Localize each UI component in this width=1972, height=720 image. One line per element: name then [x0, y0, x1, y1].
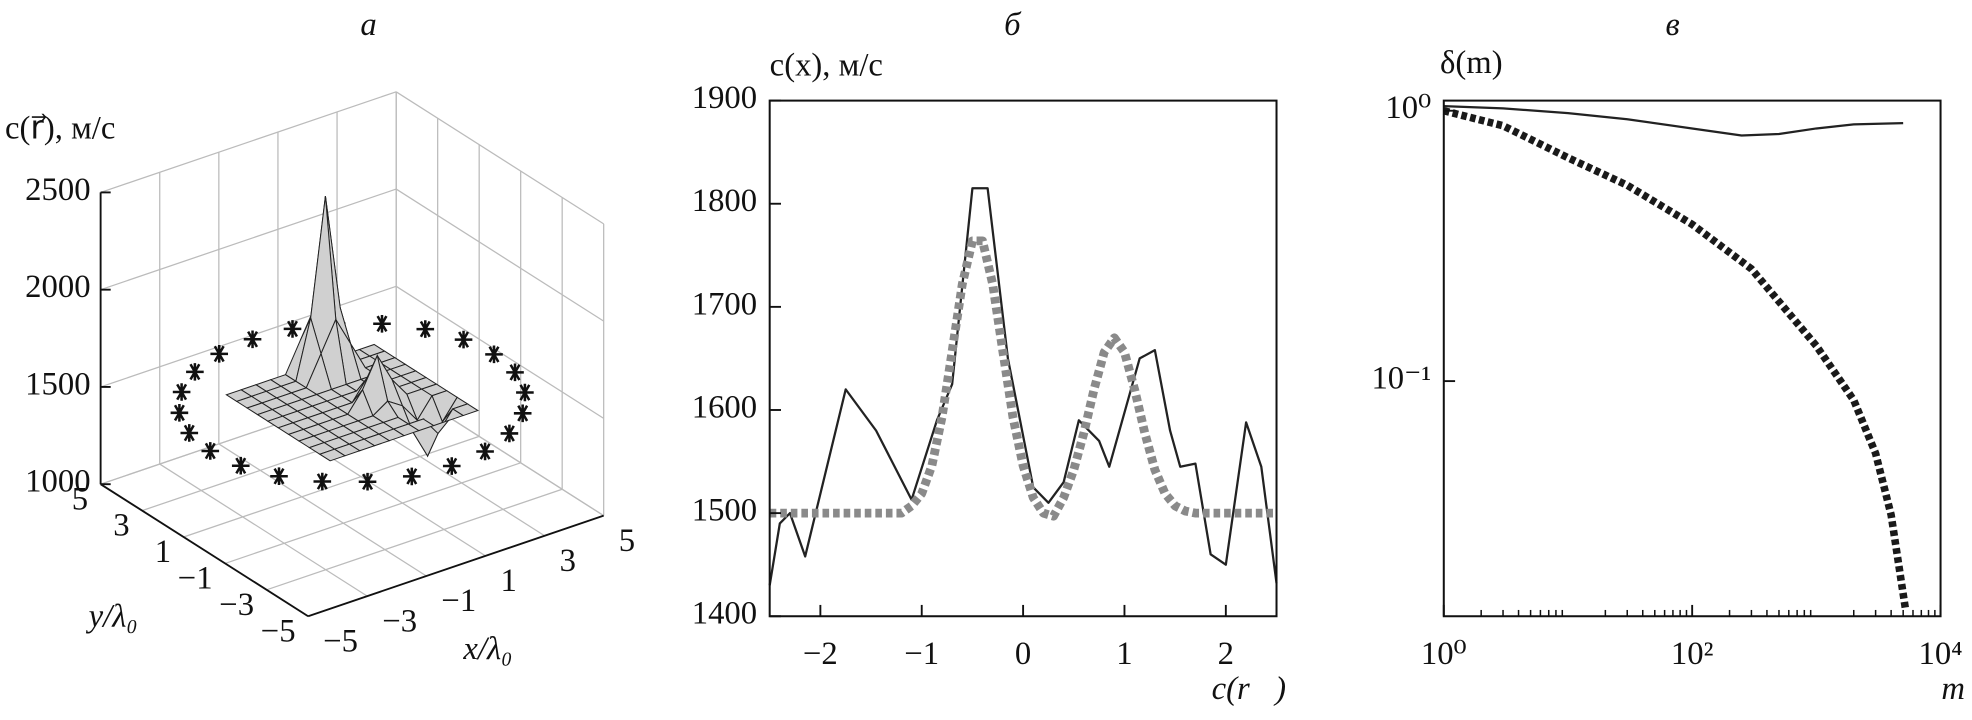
grid-line	[100, 91, 397, 194]
grid-line	[159, 463, 368, 597]
data-line	[1443, 104, 1904, 137]
x-tick-label: 10⁴	[1919, 636, 1963, 672]
surface-cell	[318, 448, 347, 462]
grid-line	[395, 91, 605, 225]
x-axis-label: m	[1941, 671, 1965, 707]
y-tick-label: 5	[72, 481, 88, 517]
z-tick-label: 1000	[25, 464, 90, 500]
x-tick-label: 5	[619, 523, 635, 559]
source-point	[516, 383, 534, 402]
grid-line	[224, 462, 521, 565]
source-point	[231, 456, 250, 475]
source-point	[201, 442, 220, 460]
source-point	[476, 442, 494, 461]
z-axis-label: c(r⃗), м/с	[5, 110, 115, 146]
x-tick-label: −1	[441, 583, 476, 619]
source-point	[313, 472, 332, 491]
z-tick-label: 2000	[25, 269, 90, 305]
source-point	[358, 472, 377, 491]
source-point	[500, 424, 519, 443]
data-line	[768, 187, 1278, 586]
source-point	[243, 330, 262, 349]
y-tick-label: −3	[219, 587, 254, 623]
x-tick-label: −3	[382, 603, 417, 639]
y-tick-label: −1	[178, 561, 213, 597]
plot-frame	[1442, 99, 1942, 618]
source-point	[454, 330, 473, 349]
source-point	[210, 345, 229, 363]
source-point	[513, 404, 532, 423]
z-tick-label: 2500	[25, 172, 90, 208]
plot-frame	[768, 99, 1278, 618]
x-tick-label: −2	[803, 636, 838, 672]
source-point	[373, 314, 391, 333]
y-tick-label: 1800	[692, 183, 757, 219]
y-tick-label: 1900	[692, 80, 757, 116]
grid-line	[266, 488, 563, 591]
source-point	[402, 467, 421, 486]
source-point	[186, 363, 204, 381]
x-tick-label: 3	[560, 543, 576, 579]
y-tick-label: 1	[155, 534, 171, 570]
y-tick-label: 1500	[692, 493, 757, 529]
z-tick-label: 1500	[25, 366, 90, 402]
y-tick-label: 3	[113, 508, 129, 544]
grid-line	[395, 188, 605, 322]
axis-line	[307, 514, 604, 618]
data-line	[1442, 107, 1910, 609]
y-axis-label: δ(m)	[1440, 45, 1503, 81]
y-tick-label: 10⁻¹	[1371, 361, 1431, 397]
x-tick-label: 10⁰	[1421, 636, 1467, 672]
source-point	[283, 320, 302, 338]
x-tick-label: −5	[323, 623, 358, 659]
y-tick-label: 1700	[692, 286, 757, 322]
source-point	[416, 320, 435, 338]
grid-line	[395, 285, 605, 419]
panel-title: в	[1666, 7, 1680, 43]
source-point	[485, 345, 503, 364]
x-tick-label: 0	[1015, 636, 1031, 672]
grid-line	[183, 435, 480, 538]
x-tick-label: 1	[501, 563, 517, 599]
panel-title: б	[1004, 7, 1022, 43]
source-point	[442, 457, 461, 475]
source-point	[180, 424, 199, 442]
grid-line	[100, 188, 397, 291]
y-axis-label: y/λ₀	[86, 598, 138, 634]
x-axis-label: x/λ₀	[462, 631, 512, 667]
source-point	[172, 383, 191, 401]
source-point	[270, 467, 288, 486]
panel-title: а	[360, 7, 376, 43]
y-tick-label: −5	[261, 613, 296, 649]
x-tick-label: 2	[1218, 636, 1234, 672]
x-axis-label: c(r⃗)	[1212, 671, 1286, 707]
y-tick-label: 1600	[692, 389, 757, 425]
x-tick-label: −1	[904, 636, 939, 672]
y-axis-label: c(x), м/с	[770, 47, 883, 83]
source-point	[170, 404, 189, 422]
y-tick-label: 10⁰	[1385, 90, 1431, 126]
source-point	[506, 363, 524, 382]
x-tick-label: 1	[1116, 636, 1132, 672]
grid-line	[218, 443, 427, 577]
x-tick-label: 10²	[1671, 636, 1714, 672]
y-tick-label: 1400	[692, 596, 757, 632]
axis-line	[100, 483, 309, 618]
data-line	[769, 236, 1277, 521]
grid-line	[100, 285, 397, 388]
